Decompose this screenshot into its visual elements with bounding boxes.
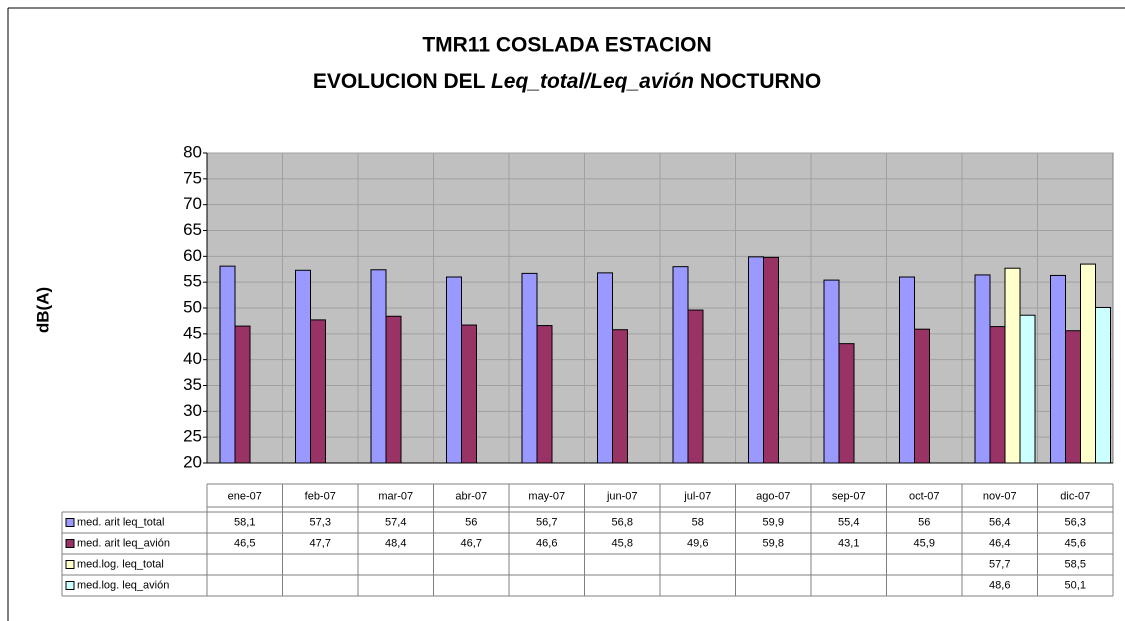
bar: [1080, 263, 1096, 464]
bar: [295, 269, 311, 464]
table-value: 46,7: [461, 537, 482, 549]
bar: [310, 319, 326, 464]
x-tick-label: ago-07: [756, 490, 790, 502]
table-value: 56: [918, 516, 930, 528]
bar: [748, 256, 764, 464]
legend-swatch: [65, 560, 75, 569]
table-value: 48,4: [385, 537, 406, 549]
legend-swatch: [65, 581, 75, 590]
chart-title: TMR11 COSLADA ESTACION: [422, 34, 711, 57]
table-value: 46,5: [234, 537, 255, 549]
legend-label: med. arit leq_total: [77, 516, 164, 528]
table-value: 48,6: [989, 579, 1010, 591]
table-value: 56,7: [536, 516, 557, 528]
table-value: 47,7: [310, 537, 331, 549]
bar: [1095, 306, 1111, 464]
x-tick-label: ene-07: [228, 490, 262, 502]
y-tick-label: 65: [183, 220, 202, 239]
subtitle-part: NOCTURNO: [700, 70, 821, 93]
bar: [461, 324, 477, 464]
bar: [899, 276, 915, 464]
table-value: 57,3: [310, 516, 331, 528]
legend-label: med.log. leq_avión: [77, 579, 169, 591]
table-value: 50,1: [1065, 579, 1086, 591]
x-tick-label: may-07: [528, 490, 565, 502]
x-tick-label: mar-07: [378, 490, 413, 502]
bar: [234, 325, 251, 464]
y-tick-label: 60: [183, 246, 202, 265]
bar: [370, 269, 387, 464]
legend-swatch: [65, 518, 75, 527]
bar: [1050, 274, 1066, 464]
table-value: 45,9: [914, 537, 935, 549]
bar: [1065, 330, 1081, 464]
y-tick-label: 30: [183, 401, 202, 420]
table-value: 58: [692, 516, 704, 528]
table-value: 49,6: [687, 537, 708, 549]
bar: [914, 328, 930, 464]
table-value: 45,6: [1065, 537, 1086, 549]
bar: [612, 329, 628, 464]
table-value: 45,8: [612, 537, 633, 549]
subtitle-part: EVOLUCION DEL: [313, 70, 486, 93]
y-tick-label: 80: [183, 142, 202, 161]
x-tick-label: jun-07: [606, 490, 638, 502]
bar: [219, 265, 236, 464]
subtitle-part: Leq_total/Leq_avión: [491, 70, 694, 93]
x-tick-label: sep-07: [832, 490, 866, 502]
x-tick-label: jul-07: [683, 490, 711, 502]
y-tick-label: 20: [183, 452, 202, 471]
legend-swatch: [65, 539, 75, 548]
y-tick-label: 55: [183, 272, 202, 291]
table-value: 43,1: [838, 537, 859, 549]
table-value: 46,4: [989, 537, 1010, 549]
bar: [385, 315, 402, 464]
table-value: 59,8: [763, 537, 784, 549]
table-value: 56,8: [612, 516, 633, 528]
bar: [687, 309, 704, 464]
table-value: 59,9: [763, 516, 784, 528]
y-tick-label: 70: [183, 194, 202, 213]
bar: [974, 274, 991, 464]
x-tick-label: oct-07: [909, 490, 940, 502]
bar: [823, 279, 840, 464]
bar: [838, 343, 855, 464]
x-tick-label: nov-07: [983, 490, 1017, 502]
bar: [446, 276, 462, 464]
y-tick-label: 25: [183, 427, 202, 446]
y-tick-label: 40: [183, 349, 202, 368]
bar: [763, 256, 779, 464]
table-value: 57,7: [989, 558, 1010, 570]
bar: [536, 325, 553, 464]
table-value: 55,4: [838, 516, 859, 528]
bar: [989, 326, 1006, 464]
table-value: 58,5: [1065, 558, 1086, 570]
x-tick-label: dic-07: [1060, 490, 1090, 502]
bar: [672, 266, 689, 464]
legend-label: med.log. leq_total: [77, 558, 164, 570]
bar: [1004, 267, 1021, 464]
x-tick-label: feb-07: [305, 490, 336, 502]
table-value: 46,6: [536, 537, 557, 549]
y-tick-label: 75: [183, 168, 202, 187]
bar: [597, 272, 613, 464]
chart-subtitle: EVOLUCION DEL Leq_total/Leq_avión NOCTUR…: [313, 70, 821, 93]
table-value: 58,1: [234, 516, 255, 528]
bar: [1019, 314, 1036, 464]
y-tick-label: 45: [183, 323, 202, 342]
table-value: 56,3: [1065, 516, 1086, 528]
table-value: 57,4: [385, 516, 406, 528]
x-tick-label: abr-07: [455, 490, 487, 502]
y-axis-label: dB(A): [33, 287, 52, 333]
legend-label: med. arit leq_avión: [77, 537, 170, 549]
y-tick-label: 35: [183, 375, 202, 394]
bar: [521, 272, 538, 464]
table-value: 56,4: [989, 516, 1010, 528]
y-tick-label: 50: [183, 297, 202, 316]
table-value: 56: [465, 516, 477, 528]
